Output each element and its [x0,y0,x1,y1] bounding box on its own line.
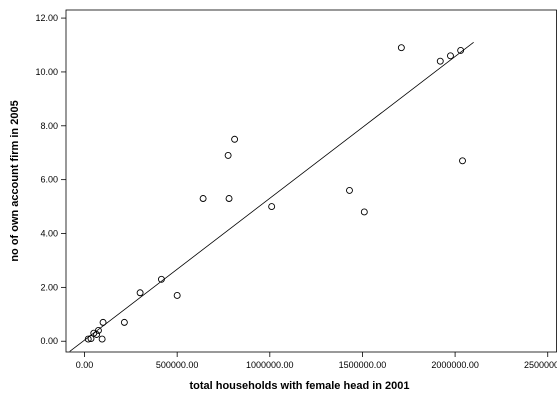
data-point [84,335,92,343]
data-point [120,318,128,326]
y-axis-ticks: 0.00 2.00 4.00 6.00 8.00 10.00 12.00 [35,13,66,346]
y-axis-title: no of own account firm in 2005 [9,100,21,261]
data-point [93,331,101,338]
data-point [447,52,454,60]
y-tick-label: 2.00 [40,282,58,292]
data-point [87,335,95,342]
y-tick-label: 0.00 [40,336,58,346]
fit-line [69,41,474,352]
x-axis-title: total households with female head in 200… [189,380,409,392]
y-tick-label: 4.00 [40,229,58,239]
data-point [136,289,144,297]
y-tick-label: 12.00 [35,13,58,23]
data-point [397,44,405,52]
x-tick-label: 0.00 [76,360,94,370]
data-point [98,335,106,343]
x-tick-label: 1500000.00 [339,360,387,370]
data-point [268,203,276,211]
x-axis-ticks: 0.00 500000.00 1000000.00 1500000.00 2000000… [76,352,557,370]
data-point [436,57,444,65]
data-point [459,157,466,165]
data-point [231,135,239,143]
x-tick-label: 1000000.00 [246,360,294,370]
x-tick-label: 500000.00 [156,360,199,370]
data-point [346,186,353,194]
y-tick-label: 6.00 [40,175,58,185]
data-point [457,46,465,54]
data-point [225,195,233,202]
data-point [157,275,165,283]
y-tick-label: 10.00 [35,67,58,77]
data-point [94,327,102,334]
data-point [360,208,368,216]
data-point [199,195,207,202]
data-point [173,291,181,299]
data-points [84,44,466,343]
x-tick-label: 2000000.00 [431,360,479,370]
y-tick-label: 8.00 [40,121,58,131]
x-tick-label: 2500000.00 [524,360,557,370]
data-point [99,318,107,326]
data-point [224,151,232,159]
